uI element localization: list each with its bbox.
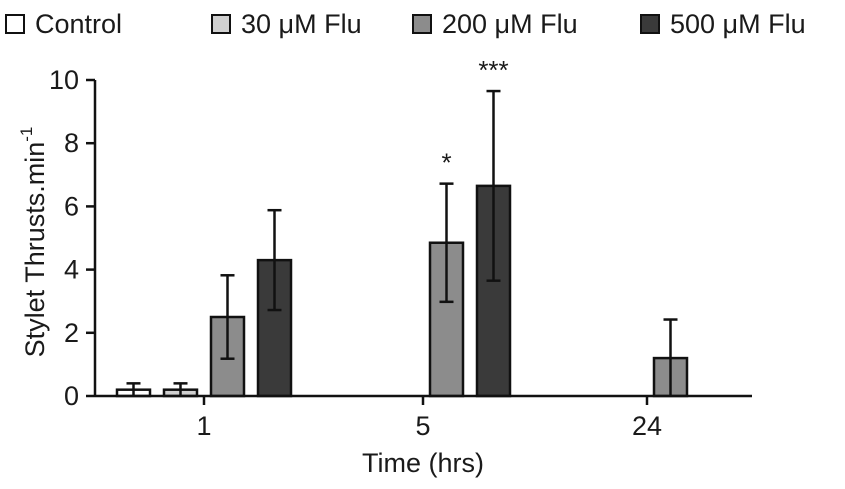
y-axis-title-main: Stylet Thrusts.min (20, 142, 50, 358)
y-axis-title-superscript: -1 (17, 127, 36, 142)
legend-swatch (211, 14, 231, 34)
x-tick-label: 5 (415, 411, 430, 441)
y-axis-title: Stylet Thrusts.min-1 (17, 127, 50, 358)
axes-layer (86, 78, 752, 405)
y-tick-label: 6 (64, 191, 79, 221)
legend-item: 200 μM Flu (412, 4, 578, 44)
y-tick-label: 0 (64, 381, 79, 411)
legend-label: 500 μM Flu (670, 8, 806, 39)
x-tick-label: 1 (196, 411, 211, 441)
chart-legend: Control 30 μM Flu 200 μM Flu 500 μM Flu (0, 4, 845, 44)
legend-swatch (412, 14, 432, 34)
legend-item: 500 μM Flu (640, 4, 806, 44)
legend-label: Control (35, 8, 123, 39)
legend-item: Control (5, 4, 122, 44)
legend-swatch (5, 14, 25, 34)
y-tick-label: 2 (64, 318, 79, 348)
legend-label: 200 μM Flu (442, 8, 578, 39)
y-tick-label: 10 (49, 65, 79, 95)
significance-label: * (441, 148, 451, 178)
legend-label: 30 μM Flu (241, 8, 362, 39)
bars-layer (115, 89, 689, 398)
x-tick-label: 24 (632, 411, 662, 441)
legend-swatch (640, 14, 660, 34)
y-tick-label: 4 (64, 255, 79, 285)
legend-item: 30 μM Flu (211, 4, 362, 44)
y-tick-label: 8 (64, 128, 79, 158)
significance-label: *** (478, 55, 508, 85)
x-axis-title: Time (hrs) (362, 448, 484, 478)
